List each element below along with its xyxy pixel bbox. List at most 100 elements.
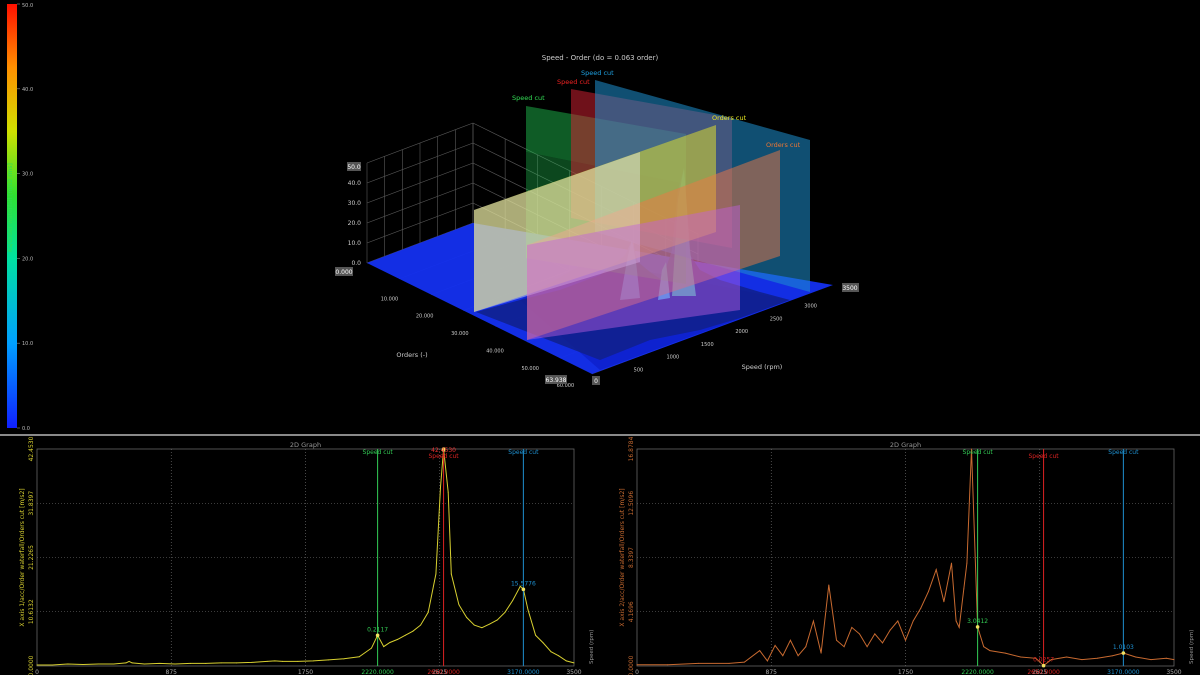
cursor-value-label: 0.2117 bbox=[367, 626, 388, 633]
orders-tick-label: 20.000 bbox=[416, 314, 434, 320]
colorbar-gradient bbox=[7, 4, 17, 428]
data-point bbox=[297, 660, 299, 662]
cut-label-orders-yellow[interactable]: Orders cut bbox=[712, 114, 747, 122]
data-point bbox=[143, 663, 145, 665]
speed-max-label: 3500 bbox=[842, 285, 857, 292]
data-point bbox=[251, 661, 253, 663]
speed-tick-label: 2500 bbox=[770, 316, 783, 322]
data-point bbox=[174, 663, 176, 665]
y-tick-label: 42.4530 bbox=[28, 437, 35, 461]
y-tick-label: 0.0000 bbox=[28, 655, 35, 675]
x-tick-label: 0 bbox=[635, 669, 639, 675]
orders-tick-label: 40.000 bbox=[486, 348, 504, 354]
data-point bbox=[358, 656, 360, 658]
z-max-box-label: 50.0 bbox=[347, 164, 361, 171]
data-point bbox=[805, 646, 807, 648]
peak-marker bbox=[441, 448, 446, 452]
data-point bbox=[67, 663, 69, 665]
cursor-marker bbox=[1121, 651, 1126, 655]
data-point bbox=[412, 630, 414, 632]
y-axis-label: X axis 2/acc/Order waterfall/Orders cut … bbox=[619, 488, 626, 626]
data-point bbox=[728, 662, 730, 664]
cut-label-speed-green[interactable]: Speed cut bbox=[512, 94, 545, 102]
waterfall-title: Speed - Order (do = 0.063 order) bbox=[542, 54, 659, 62]
cut-label-orders-orange[interactable]: Orders cut bbox=[766, 141, 801, 149]
data-point bbox=[458, 604, 460, 606]
data-point bbox=[370, 647, 372, 649]
data-point bbox=[159, 662, 161, 664]
data-point bbox=[983, 646, 985, 648]
data-point bbox=[128, 660, 130, 662]
x-tick-label: 2625 bbox=[1032, 669, 1047, 675]
cursor-marker bbox=[375, 633, 380, 638]
cut-label-speed-blue[interactable]: Speed cut bbox=[581, 69, 614, 77]
x-tick-label: 1750 bbox=[298, 669, 313, 675]
data-point bbox=[966, 562, 968, 564]
data-point bbox=[113, 663, 115, 665]
speed-min-box bbox=[592, 376, 600, 385]
y-tick-label: 10.6132 bbox=[28, 599, 35, 624]
data-point bbox=[512, 600, 514, 602]
orders-max-label: 63.938 bbox=[546, 377, 567, 384]
data-point bbox=[205, 662, 207, 664]
data-point bbox=[835, 639, 837, 641]
cut-label-speed-red[interactable]: Speed cut bbox=[557, 78, 590, 86]
cursor-value-label: 3.0412 bbox=[967, 618, 988, 625]
data-point bbox=[328, 659, 330, 661]
pane-divider[interactable] bbox=[0, 434, 1200, 436]
data-point bbox=[131, 662, 133, 664]
cursor-label: Speed cut bbox=[1108, 449, 1139, 456]
series-line bbox=[37, 448, 575, 666]
data-point bbox=[866, 646, 868, 648]
z-max-box bbox=[347, 162, 361, 171]
speed-tick-label: 3000 bbox=[804, 304, 817, 310]
data-point bbox=[481, 627, 483, 629]
data-point bbox=[565, 660, 567, 662]
orders-cut-plane-orange bbox=[527, 150, 780, 340]
data-point bbox=[766, 660, 768, 662]
data-point bbox=[473, 624, 475, 626]
data-point bbox=[943, 601, 945, 603]
x-axis-label: Speed (rpm) bbox=[1189, 630, 1195, 664]
colorbar-tick-label: 40.0 bbox=[22, 87, 33, 93]
orders-min-box bbox=[335, 267, 353, 276]
cursor-value-label: 1.0103 bbox=[1113, 644, 1134, 651]
orders-tick-label: 10.000 bbox=[381, 296, 399, 302]
data-point bbox=[235, 662, 237, 664]
waterfall-scene: Speed - Order (do = 0.063 order) Speed c… bbox=[335, 54, 859, 389]
graph-right[interactable]: 2D Graph 0 875 1750 2625 3500 0.0000 4.1696 8.33… bbox=[600, 437, 1200, 675]
speed-axis-label: Speed (rpm) bbox=[742, 363, 783, 371]
cursor-x-label: 3170.0000 bbox=[507, 669, 540, 675]
data-point bbox=[427, 611, 429, 613]
y-tick-label: 12.5096 bbox=[628, 491, 635, 516]
colorbar-tick-label: 10.0 bbox=[22, 341, 33, 347]
data-point bbox=[1035, 657, 1037, 659]
z-tick-label: 40.0 bbox=[348, 180, 362, 187]
speed-axis-ticks: 500 1000 1500 2000 2500 3000 bbox=[634, 304, 817, 374]
graph-left[interactable]: 2D Graph 0 875 1750 2625 3500 0.0000 10.6132 21.… bbox=[0, 437, 600, 675]
data-point bbox=[281, 660, 283, 662]
cursor-marker bbox=[975, 625, 980, 629]
data-point bbox=[1173, 659, 1175, 661]
waterfall-3d-plot[interactable]: 0.0 10.0 20.0 30.0 40.0 50.0 Ks/Order waterfa… bbox=[0, 0, 1200, 433]
data-point bbox=[527, 609, 529, 611]
cursor-label: Speed cut bbox=[428, 453, 459, 460]
x-tick-label: 0 bbox=[35, 669, 39, 675]
data-point bbox=[1050, 659, 1052, 661]
data-point bbox=[889, 629, 891, 631]
data-point bbox=[1112, 655, 1114, 657]
colorbar-ticks: 0.0 10.0 20.0 30.0 40.0 50.0 bbox=[17, 3, 33, 432]
y-tick-label: 31.8397 bbox=[28, 491, 35, 516]
data-point bbox=[636, 664, 638, 666]
colorbar-tick-label: 30.0 bbox=[22, 172, 33, 178]
data-point bbox=[125, 662, 127, 664]
data-point bbox=[743, 661, 745, 663]
colorbar-tick-label: 50.0 bbox=[22, 3, 33, 9]
x-axis-label: Speed (rpm) bbox=[589, 630, 595, 664]
data-point bbox=[667, 664, 669, 666]
x-tick-label: 875 bbox=[166, 669, 178, 675]
data-point bbox=[389, 641, 391, 643]
data-point bbox=[851, 626, 853, 628]
data-point bbox=[343, 658, 345, 660]
data-point bbox=[874, 633, 876, 635]
